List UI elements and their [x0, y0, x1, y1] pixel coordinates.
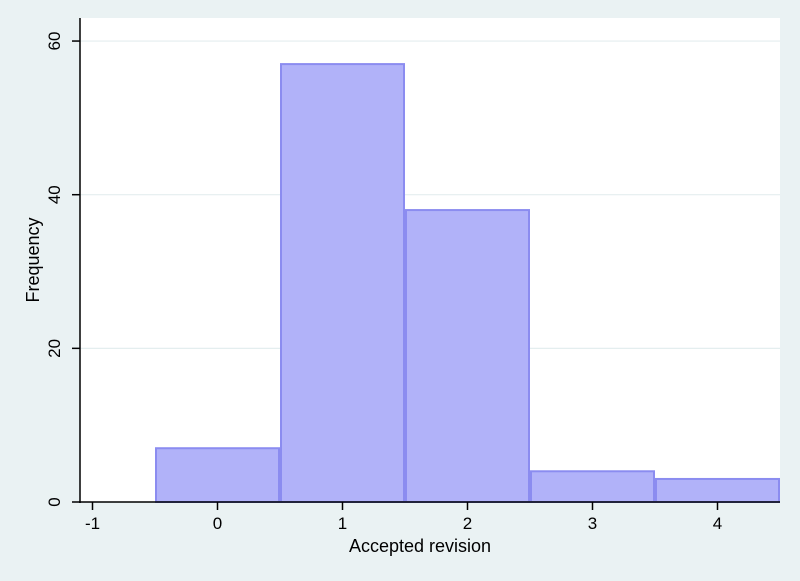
bars [155, 63, 780, 504]
y-tick-label: 40 [45, 185, 64, 204]
histogram-bar [155, 447, 280, 504]
x-tick-label: -1 [85, 514, 100, 533]
x-tick-label: 4 [713, 514, 722, 533]
y-tick-label: 20 [45, 339, 64, 358]
histogram-bar [655, 477, 780, 504]
histogram-bar [280, 63, 405, 503]
y-tick-label: 60 [45, 32, 64, 51]
y-axis-title: Frequency [23, 217, 43, 302]
x-tick-label: 3 [588, 514, 597, 533]
x-tick-label: 0 [213, 514, 222, 533]
y-tick-label: 0 [45, 497, 64, 506]
x-tick-label: 2 [463, 514, 472, 533]
histogram-bar [405, 209, 530, 503]
x-axis-title: Accepted revision [349, 536, 491, 556]
x-tick-label: 1 [338, 514, 347, 533]
histogram-bar [530, 470, 655, 503]
